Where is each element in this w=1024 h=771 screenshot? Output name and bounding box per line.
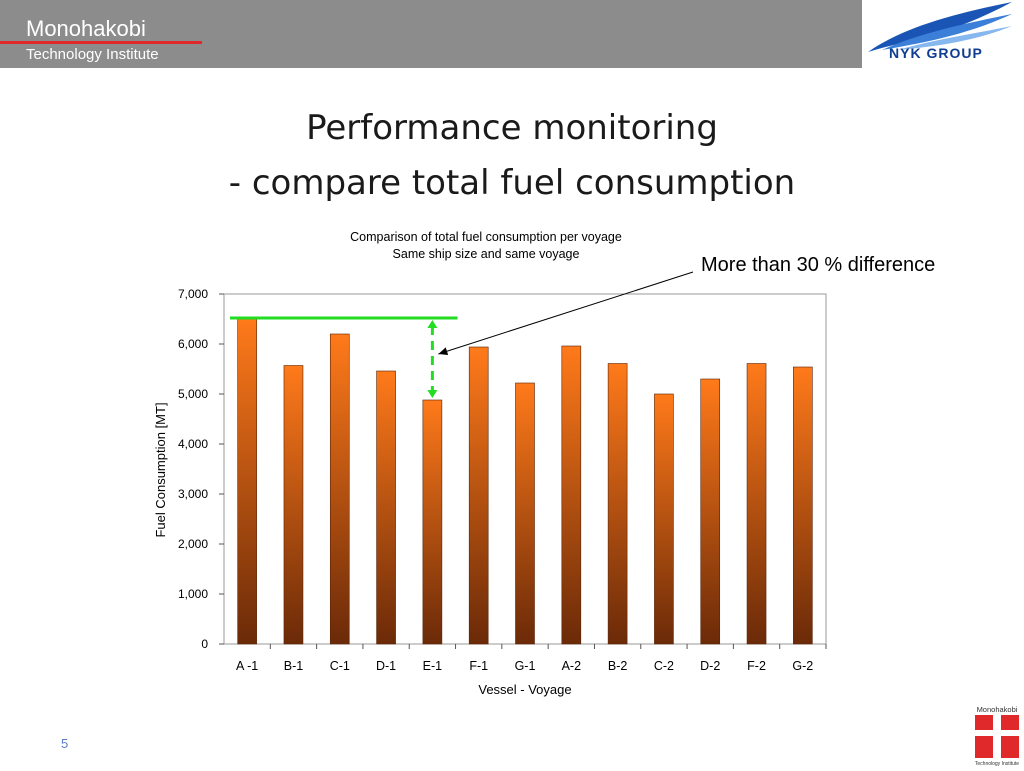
x-tick-label: F-1 (469, 659, 488, 673)
x-tick-label: B-2 (608, 659, 628, 673)
page-number: 5 (61, 736, 69, 751)
bar (793, 366, 813, 645)
bar (376, 370, 396, 645)
x-tick-label: G-1 (515, 659, 536, 673)
bar (561, 345, 582, 645)
x-tick-label: C-2 (654, 659, 674, 673)
x-tick-label: A -1 (236, 659, 258, 673)
callout-arrow (438, 271, 694, 356)
chart-title: Comparison of total fuel consumption per… (350, 230, 622, 244)
bar (237, 317, 257, 645)
monohakobi-logo-icon: Monohakobi Technology Institute (975, 705, 1019, 767)
x-tick-label: F-2 (747, 659, 766, 673)
x-tick-label: D-1 (376, 659, 396, 673)
header-bar (0, 0, 862, 68)
x-tick-label: B-1 (284, 659, 304, 673)
y-tick-label: 7,000 (178, 287, 208, 301)
header-accent-line (0, 41, 202, 44)
svg-text:Monohakobi: Monohakobi (977, 705, 1018, 714)
bar (283, 365, 304, 645)
y-tick-label: 2,000 (178, 537, 208, 551)
y-tick-label: 4,000 (178, 437, 208, 451)
bar (654, 393, 674, 645)
x-tick-label: D-2 (700, 659, 720, 673)
y-tick-label: 3,000 (178, 487, 208, 501)
nyk-logo-text: NYK GROUP (889, 45, 983, 61)
bar (607, 363, 628, 645)
slide-subtitle: - compare total fuel consumption (228, 163, 796, 203)
y-tick-label: 5,000 (178, 387, 208, 401)
svg-text:Technology Institute: Technology Institute (975, 761, 1019, 766)
bar (746, 363, 767, 645)
difference-arrow-up-icon (427, 320, 438, 328)
difference-arrow-down-icon (427, 390, 438, 398)
x-tick-label: E-1 (423, 659, 443, 673)
y-tick-label: 6,000 (178, 337, 208, 351)
y-axis-label: Fuel Consumption [MT] (153, 402, 168, 537)
bar (422, 399, 443, 645)
nyk-logo-area (862, 0, 1024, 68)
x-axis-label: Vessel - Voyage (478, 682, 571, 697)
y-tick-label: 1,000 (178, 587, 208, 601)
x-tick-label: C-1 (330, 659, 350, 673)
y-tick-label: 0 (201, 637, 208, 651)
difference-callout: More than 30 % difference (701, 254, 936, 276)
bar (515, 382, 535, 645)
nyk-wing-icon (868, 2, 1012, 52)
chart-subtitle: Same ship size and same voyage (393, 247, 580, 261)
slide-title: Performance monitoring (306, 108, 718, 148)
x-tick-label: A-2 (562, 659, 582, 673)
bar (329, 333, 350, 645)
bar (468, 346, 489, 645)
x-tick-label: G-2 (792, 659, 813, 673)
org-name: Monohakobi (26, 16, 146, 41)
bar (700, 378, 721, 645)
monohakobi-footer-logo: Monohakobi Technology Institute (972, 704, 1022, 767)
org-subtitle: Technology Institute (26, 46, 159, 63)
